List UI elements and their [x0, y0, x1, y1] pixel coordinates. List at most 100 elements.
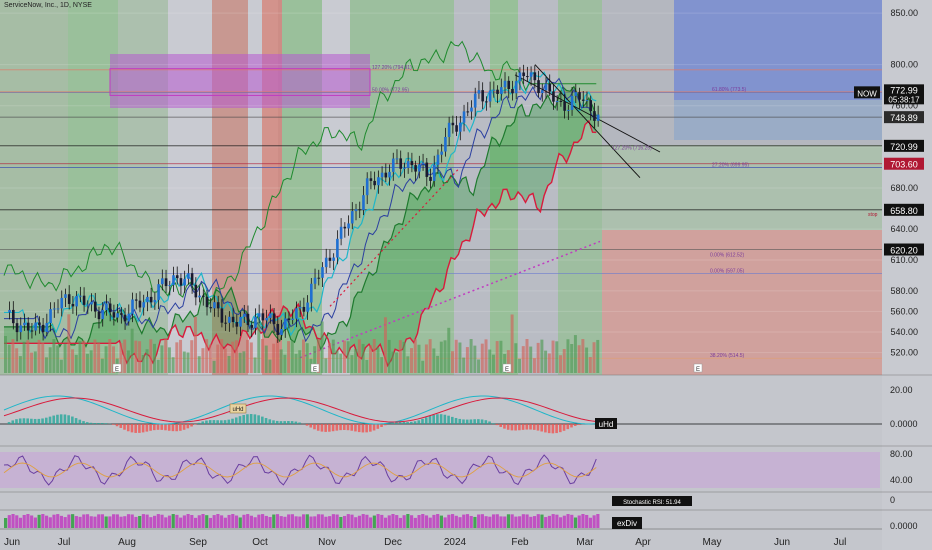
candle-body	[112, 312, 116, 318]
candle-body	[131, 299, 134, 314]
volume-bar	[473, 345, 477, 373]
volume-bar	[85, 353, 89, 373]
bottom-hist-bar	[473, 516, 477, 528]
macd-hist-bar	[253, 414, 257, 424]
macd-hist-bar	[104, 423, 108, 424]
bottom-hist-bar	[324, 516, 328, 528]
price-label-bg	[884, 139, 924, 152]
macd-hist-bar	[234, 417, 238, 424]
volume-bar	[428, 339, 432, 373]
bottom-hist-bar	[387, 515, 391, 528]
candle-body	[120, 313, 123, 315]
candle-body	[537, 80, 540, 94]
candle-body	[365, 178, 369, 196]
macd-hist-bar	[30, 418, 33, 424]
pitchfork-line	[329, 167, 461, 307]
macd-hist-bar	[529, 424, 532, 430]
macd-hist-bar	[67, 415, 70, 424]
candle-body	[105, 303, 108, 311]
macd-hist-bar	[238, 416, 242, 424]
volume-bar	[44, 357, 48, 373]
volume-bar	[570, 343, 574, 373]
volume-bar	[283, 354, 287, 373]
bottom-hist-bar	[462, 514, 466, 528]
macd-hist-bar	[37, 418, 41, 424]
candle-body	[228, 316, 231, 323]
candle-body	[86, 304, 90, 306]
volume-bar	[559, 355, 563, 373]
macd-hist-bar	[316, 424, 320, 431]
candle-body	[291, 318, 294, 321]
volume-bar	[395, 352, 399, 373]
volume-bar	[361, 343, 365, 373]
x-axis-tick: Sep	[189, 537, 207, 548]
macd-hist-bar	[231, 418, 234, 424]
volume-bar	[365, 359, 369, 373]
bottom-hist-bar	[33, 517, 37, 528]
volume-bar	[52, 339, 56, 373]
candle-body	[287, 318, 291, 321]
macd-hist-bar	[246, 414, 249, 424]
macd-tick: 20.00	[890, 385, 913, 395]
candle-body	[142, 302, 145, 308]
bottom-hist-bar	[491, 514, 496, 528]
bottom-hist-bar	[141, 514, 145, 528]
volume-bar	[253, 357, 257, 373]
volume-bar	[443, 340, 447, 373]
volume-bar	[26, 340, 30, 373]
macd-hist-bar	[279, 421, 283, 424]
candle-body	[52, 308, 56, 310]
candle-body	[235, 322, 239, 327]
candle-body	[146, 296, 149, 303]
candle-body	[187, 273, 190, 279]
candle-body	[41, 324, 45, 333]
candle-body	[511, 88, 514, 94]
volume-bar	[525, 339, 529, 373]
volume-bar	[402, 341, 406, 373]
bottom-hist-bar	[320, 514, 324, 528]
y-axis-tick: 520.00	[890, 348, 918, 358]
macd-hist-bar	[268, 419, 272, 424]
bottom-hist-bar	[249, 515, 254, 528]
bottom-hist-bar	[406, 514, 410, 528]
macd-badge-bg	[595, 418, 617, 429]
volume-bar	[30, 352, 34, 373]
volume-bar	[573, 335, 577, 373]
volume-bar	[93, 339, 97, 373]
candle-body	[179, 278, 183, 286]
macd-hist-bar	[361, 424, 365, 433]
bottom-hist-bar	[573, 517, 578, 528]
candle-body	[97, 311, 101, 320]
candle-body	[429, 176, 432, 181]
bottom-hist-bar	[354, 517, 358, 528]
bottom-hist-bar	[439, 515, 443, 528]
candle-body	[391, 158, 395, 172]
macd-hist-bar	[488, 421, 491, 424]
candle-body	[432, 164, 436, 181]
candle-body	[350, 211, 354, 224]
volume-bar	[532, 358, 536, 373]
volume-bar	[540, 339, 544, 373]
macd-hist-bar	[18, 418, 22, 424]
macd-hist-bar	[283, 421, 286, 424]
price-label-bg	[884, 203, 924, 216]
fib-label: 38.20% (514.5)	[710, 353, 745, 359]
candle-body	[161, 278, 164, 285]
volume-bar	[458, 342, 462, 373]
bottom-hist-bar	[477, 514, 481, 528]
bottom-hist-bar	[525, 514, 529, 528]
macd-hist-bar	[566, 424, 570, 430]
volume-bar	[41, 342, 45, 373]
x-axis-tick: 2024	[444, 537, 467, 548]
candle-body	[555, 100, 559, 102]
bottom-hist-bar	[97, 514, 101, 528]
price-label: 720.99	[890, 142, 918, 152]
volume-bar	[197, 356, 201, 373]
bottom-hist-bar	[22, 514, 26, 528]
macd-hist-bar	[179, 424, 182, 431]
macd-hist-bar	[573, 424, 577, 426]
macd-hist-bar	[52, 415, 56, 424]
bottom-hist-bar	[398, 517, 403, 528]
candle-body	[485, 101, 488, 103]
